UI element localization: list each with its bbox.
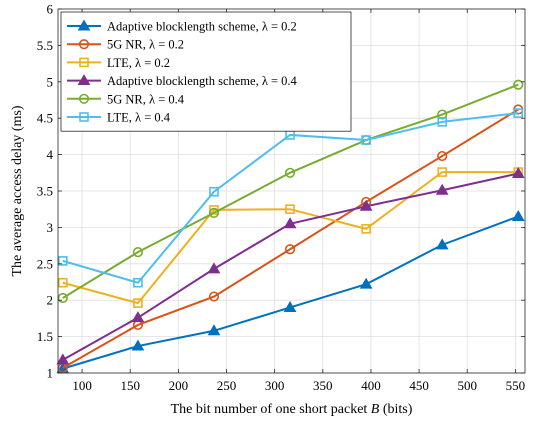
- data-point: [57, 292, 68, 304]
- legend-entry: LTE, λ = 0.4: [67, 111, 171, 125]
- data-point: [435, 238, 449, 250]
- y-tick-label: 4: [47, 147, 54, 162]
- legend-marker: [79, 57, 89, 68]
- legend-marker: [77, 74, 91, 86]
- data-point: [285, 204, 295, 214]
- data-point: [284, 167, 296, 178]
- y-tick-label: 5.5: [37, 38, 53, 53]
- data-point: [437, 167, 447, 177]
- x-axis-label-unit: (bits): [383, 402, 413, 417]
- data-point: [207, 262, 221, 274]
- legend-marker: [78, 39, 90, 50]
- legend-label: Adaptive blocklength scheme, λ = 0.2: [107, 20, 297, 34]
- legend: Adaptive blocklength scheme, λ = 0.2 5G N…: [60, 11, 352, 132]
- data-point: [437, 117, 447, 127]
- x-axis-label-text: The bit number of one short packet: [171, 402, 368, 417]
- data-point: [361, 135, 371, 145]
- y-tick-label: 2.5: [37, 256, 53, 271]
- legend-marker: [79, 112, 89, 122]
- series-4: [56, 167, 525, 365]
- data-point: [133, 298, 143, 308]
- series-1: [56, 209, 525, 374]
- legend-entry: LTE, λ = 0.2: [67, 56, 170, 70]
- data-point: [58, 256, 68, 266]
- y-tick-label: 3: [47, 220, 54, 235]
- data-point: [284, 244, 296, 255]
- x-tick-label: 450: [409, 378, 429, 393]
- series-6: [58, 108, 524, 288]
- legend-label: 5G NR, λ = 0.4: [107, 92, 185, 106]
- data-point: [437, 109, 448, 120]
- data-point: [131, 339, 145, 351]
- data-point: [132, 247, 144, 258]
- data-point: [511, 209, 525, 221]
- x-tick-label: 350: [313, 378, 333, 393]
- legend-label: 5G NR, λ = 0.2: [107, 38, 184, 52]
- y-tick-label: 3.5: [37, 184, 53, 199]
- legend-marker: [77, 19, 91, 31]
- data-point: [359, 199, 373, 211]
- y-tick-label: 2: [47, 293, 54, 308]
- data-point: [283, 300, 297, 312]
- x-tick-label: 200: [169, 378, 189, 393]
- data-point: [359, 277, 373, 289]
- legend-entry: Adaptive blocklength scheme, λ = 0.4: [67, 74, 298, 88]
- y-tick-label: 1: [47, 366, 54, 381]
- legend-entry: Adaptive blocklength scheme, λ = 0.2: [67, 20, 297, 34]
- x-tick-label: 500: [457, 378, 477, 393]
- axis-ticks: 100 150 200 250 300 350 400 450 500 550 1 1.5 2 2.5 3 3…: [37, 2, 525, 394]
- x-tick-label: 250: [217, 378, 237, 393]
- data-point: [56, 353, 70, 365]
- data-point: [437, 150, 448, 162]
- data-point: [361, 224, 371, 234]
- data-point: [131, 311, 145, 323]
- data-point: [208, 291, 220, 302]
- series-line: [62, 108, 519, 369]
- legend-entry: 5G NR, λ = 0.4: [67, 92, 185, 106]
- data-point: [435, 183, 449, 195]
- data-point: [513, 79, 524, 90]
- x-axis-label: The bit number of one short packet B (bi…: [171, 402, 413, 417]
- data-point: [207, 324, 221, 336]
- y-tick-label: 5: [47, 74, 54, 89]
- x-tick-label: 400: [361, 378, 381, 393]
- legend-entry: 5G NR, λ = 0.2: [67, 38, 184, 52]
- legend-label: Adaptive blocklength scheme, λ = 0.4: [107, 74, 298, 88]
- x-tick-label: 550: [506, 378, 526, 393]
- data-point: [209, 186, 219, 197]
- legend-label: LTE, λ = 0.2: [107, 56, 170, 70]
- legend-marker: [78, 93, 90, 104]
- series-line: [62, 83, 519, 299]
- data-point: [133, 277, 143, 288]
- data-point: [58, 277, 68, 288]
- legend-label: LTE, λ = 0.4: [107, 111, 171, 125]
- x-tick-label: 150: [120, 378, 140, 393]
- series-line: [62, 112, 519, 284]
- data-point: [513, 108, 524, 118]
- y-tick-label: 6: [47, 2, 54, 17]
- y-tick-label: 4.5: [37, 111, 53, 126]
- data-point: [208, 207, 220, 218]
- x-tick-label: 300: [265, 378, 285, 393]
- legend-box: [60, 11, 352, 132]
- series-layer: [56, 79, 525, 374]
- x-tick-label: 100: [72, 378, 92, 393]
- data-point: [511, 167, 525, 178]
- series-line: [62, 171, 519, 305]
- x-axis-label-variable: B: [371, 402, 380, 417]
- y-tick-label: 1.5: [37, 329, 53, 344]
- y-axis-label: The average access delay (ms): [10, 105, 25, 276]
- data-point: [283, 217, 297, 229]
